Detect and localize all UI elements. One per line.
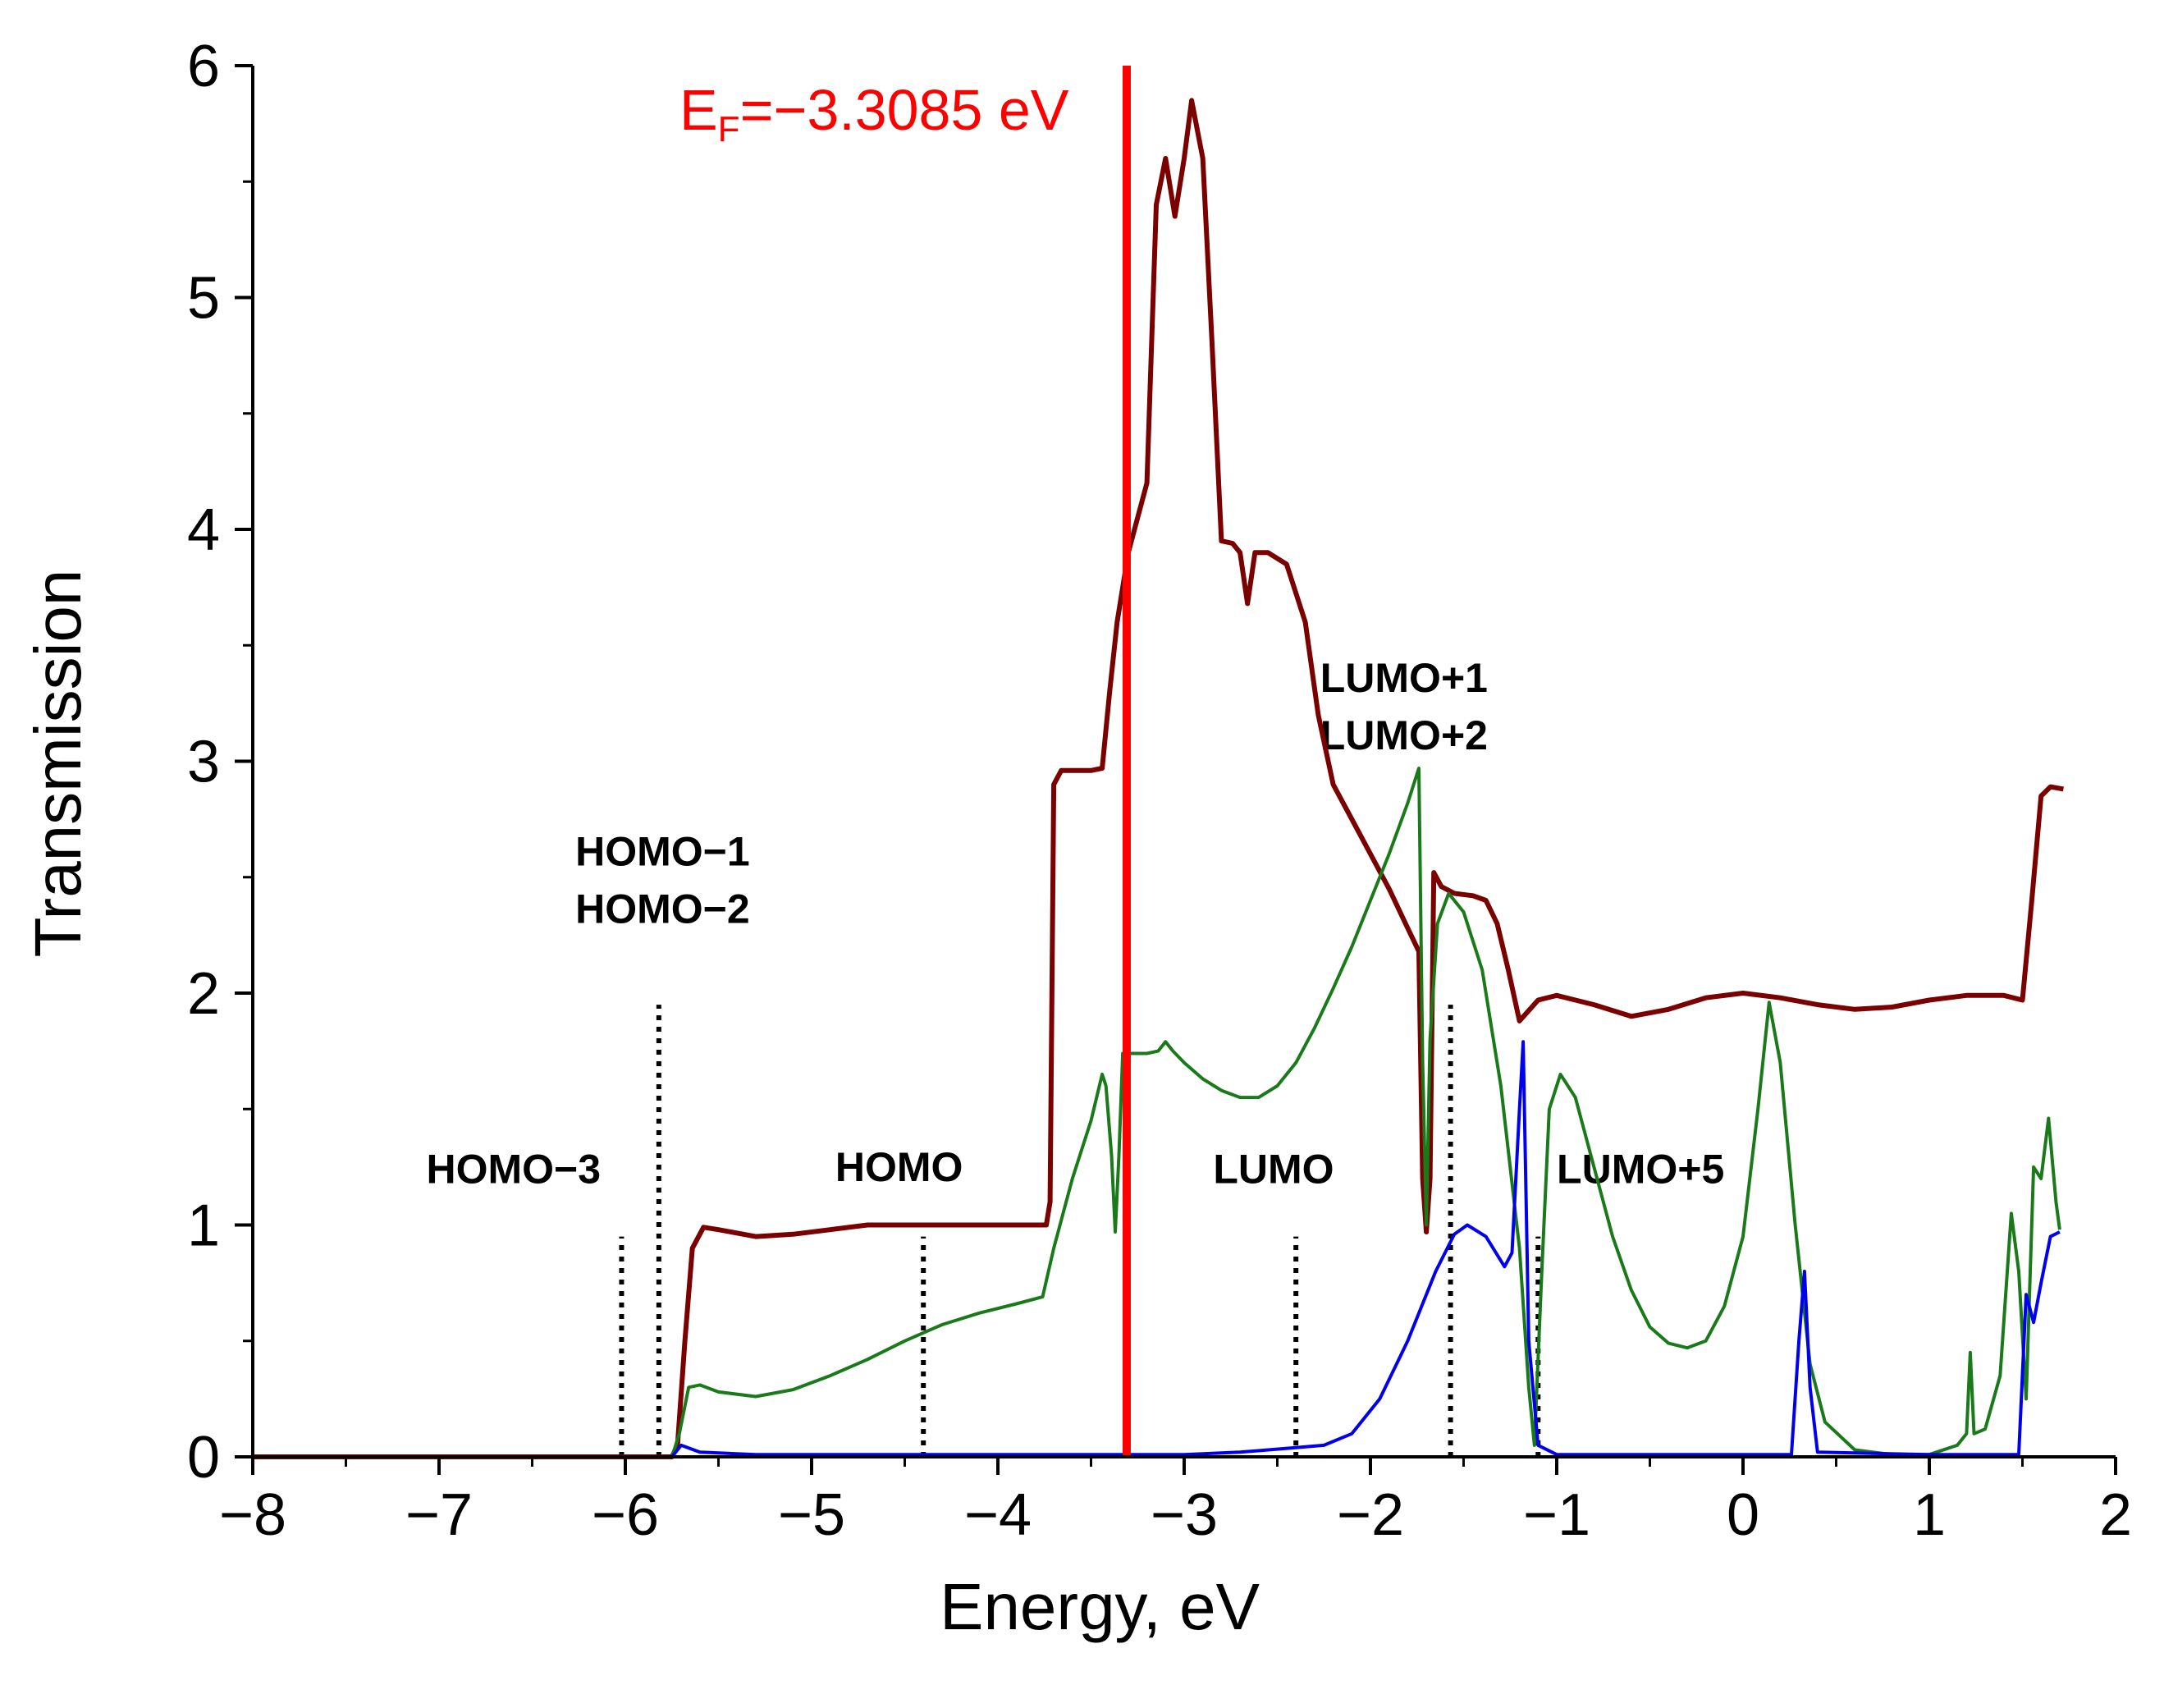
axes: −8 −7 −6 −5 −4 −3 −2 −1 0 1 2 0 1 2 3 4 5 6 (187, 34, 2132, 1548)
y-axis-title: Transmission (21, 570, 94, 958)
orbital-label: LUMO (1213, 1147, 1334, 1193)
x-tick-label: −7 (405, 1482, 473, 1548)
fermi-level-label: EF=−3.3085 eV (679, 78, 1069, 149)
x-tick-label: −8 (219, 1482, 286, 1548)
fermi-label-value: =−3.3085 eV (740, 78, 1069, 142)
orbital-label: HOMO (835, 1144, 963, 1190)
fermi-label-e: E (679, 78, 718, 142)
x-tick-label: −6 (592, 1482, 659, 1548)
series-line-green (253, 767, 2061, 1458)
y-tick-label: 6 (187, 34, 220, 99)
x-tick-label: −5 (778, 1482, 845, 1548)
series-line-total (253, 98, 2064, 1459)
x-tick-label: −2 (1337, 1482, 1404, 1548)
x-tick-label: −4 (964, 1482, 1032, 1548)
orbital-label: LUMO+1 (1320, 655, 1488, 701)
x-tick-label: 0 (1727, 1482, 1759, 1548)
plot-area: HOMO−3 HOMO−1 HOMO−2 HOMO LUMO LUMO+1 LUMO+2 LU… (253, 66, 2064, 1459)
x-tick-label: −1 (1523, 1482, 1590, 1548)
y-tick-label: 5 (187, 266, 220, 332)
y-tick-label: 4 (187, 497, 220, 563)
y-tick-label: 3 (187, 730, 220, 795)
x-tick-label: 1 (1913, 1482, 1946, 1548)
series-line-blue (253, 1040, 2061, 1458)
orbital-label: LUMO+2 (1320, 712, 1488, 758)
x-tick-label: −3 (1151, 1482, 1218, 1548)
x-tick-label: 2 (2099, 1482, 2132, 1548)
orbital-label: HOMO−2 (575, 886, 750, 932)
y-tick-label: 1 (187, 1193, 220, 1259)
fermi-label-sub: F (718, 109, 740, 149)
y-tick-label: 0 (187, 1425, 220, 1490)
x-axis-title: Energy, eV (940, 1570, 1260, 1643)
orbital-label: HOMO−1 (575, 829, 750, 875)
orbital-label: HOMO−3 (427, 1147, 602, 1193)
y-tick-label: 2 (187, 961, 220, 1027)
orbital-label: LUMO+5 (1557, 1147, 1724, 1193)
